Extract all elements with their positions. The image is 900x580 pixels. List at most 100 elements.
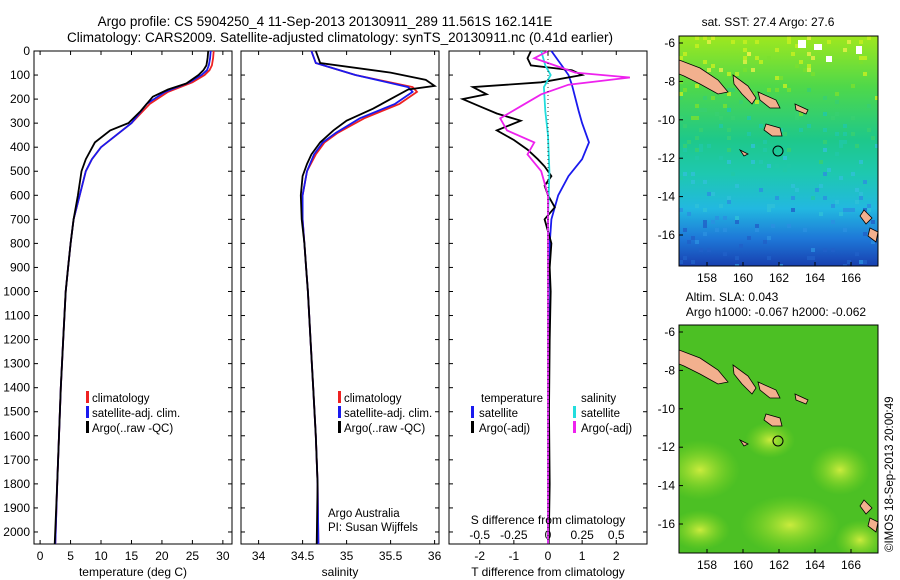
depth-tick-label: 1100 (4, 309, 30, 323)
sst-pixel (695, 116, 699, 120)
sst-pixel (795, 188, 799, 192)
sst-pixel (807, 88, 811, 92)
sst-pixel (747, 116, 751, 120)
top-tick-label: -0.5 (469, 528, 490, 542)
x-tick-label: 15 (125, 549, 139, 563)
sst-pixel (743, 56, 747, 60)
series-s-argo-adj- (498, 50, 631, 544)
legend-swatch-argo (86, 421, 89, 433)
sst-pixel (795, 116, 799, 120)
salinity-panel-frame (240, 50, 440, 545)
series-t-satellite (547, 50, 590, 545)
sst-pixel (687, 140, 691, 144)
sst-pixel (683, 144, 687, 148)
temperature-curves (53, 50, 215, 545)
salinity-legend: climatology satellite-adj. clim. Argo(..… (328, 391, 432, 534)
x-tick-label: -1 (509, 549, 520, 563)
difference-legend: temperature salinity satellite Argo(-adj… (471, 393, 632, 435)
sst-pixel (835, 92, 839, 96)
sst-pixel (751, 160, 755, 164)
sst-pixel (703, 232, 707, 236)
sla-map-title1: Altim. SLA: 0.043 (686, 290, 779, 304)
sst-pixel (863, 72, 867, 76)
sst-pixel (819, 184, 823, 188)
legend-swatch-s-argo (573, 421, 576, 433)
depth-tick-label: 900 (10, 260, 30, 274)
depth-tick-label: 500 (10, 164, 30, 178)
sst-pixel (843, 264, 847, 266)
sst-pixel (751, 144, 755, 148)
sst-pixel (855, 200, 859, 204)
legend-t-satellite: satellite (479, 408, 518, 420)
sst-pixel (843, 208, 847, 212)
sst-pixel (703, 220, 707, 224)
title-line2: Climatology: CARS2009. Satellite-adjuste… (67, 30, 613, 45)
sst-pixel (791, 184, 795, 188)
sst-pixel (743, 60, 747, 64)
sst-pixel (851, 208, 855, 212)
map-y-tick-label: -12 (658, 151, 676, 165)
x-tick-label: 36 (428, 549, 442, 563)
annotation-argo-australia: Argo Australia (328, 508, 400, 520)
sst-pixel (767, 208, 771, 212)
legend-swatch-t-argo (471, 421, 474, 433)
sst-pixel (843, 140, 847, 144)
sst-pixel (727, 160, 731, 164)
sst-pixel (823, 140, 827, 144)
sst-pixel (735, 264, 739, 266)
sst-pixel (743, 40, 747, 44)
sst-pixel (823, 148, 827, 152)
x-tick-label: 0 (545, 549, 552, 563)
sst-pixel (791, 196, 795, 200)
map-x-tick-label: 160 (733, 558, 753, 572)
sst-pixel (707, 144, 711, 148)
sst-pixel (759, 188, 763, 192)
sst-pixel (695, 148, 699, 152)
sst-pixel (683, 172, 687, 176)
sst-pixel (811, 56, 815, 60)
map-x-tick-label: 166 (841, 271, 861, 285)
sst-pixel (823, 96, 827, 100)
sst-pixel (803, 228, 807, 232)
depth-tick-label: 700 (10, 212, 30, 226)
sst-pixel (699, 108, 703, 112)
sst-pixel (787, 36, 791, 40)
sst-pixel (863, 56, 867, 60)
depth-tick-label: 600 (10, 188, 30, 202)
sst-pixel (867, 208, 871, 212)
sst-pixel (875, 96, 878, 100)
x-tick-label: 20 (155, 549, 169, 563)
sst-pixel (855, 188, 859, 192)
sst-pixel (859, 40, 863, 44)
sst-pixel (719, 124, 723, 128)
map-x-tick-label: 164 (805, 271, 825, 285)
sst-pixel (839, 140, 843, 144)
sst-pixel (779, 128, 783, 132)
sst-pixel (767, 164, 771, 168)
sst-pixel (795, 64, 799, 68)
sst-pixel (811, 248, 815, 252)
sst-pixel (847, 40, 851, 44)
x-tick-label: 30 (216, 549, 230, 563)
sst-pixel (863, 260, 867, 264)
map-y-tick-label: -8 (664, 74, 675, 88)
sst-pixel (723, 228, 727, 232)
sst-pixel (731, 40, 735, 44)
sst-pixel (679, 208, 683, 212)
sst-pixel (875, 144, 878, 148)
sst-pixel (687, 240, 691, 244)
sst-pixel (811, 256, 815, 260)
sst-pixel (831, 220, 835, 224)
depth-tick-label: 1400 (3, 381, 30, 395)
map-x-tick-label: 162 (769, 558, 789, 572)
sst-pixel (767, 256, 771, 260)
sst-pixel (835, 200, 839, 204)
depth-tick-label: 100 (10, 68, 30, 82)
sst-pixel (787, 224, 791, 228)
sst-pixel (811, 72, 815, 76)
sst-pixel (863, 232, 867, 236)
sst-pixel (811, 196, 815, 200)
depth-tick-label: 1300 (3, 357, 30, 371)
sst-pixel (735, 256, 739, 260)
sst-pixel (743, 68, 747, 72)
